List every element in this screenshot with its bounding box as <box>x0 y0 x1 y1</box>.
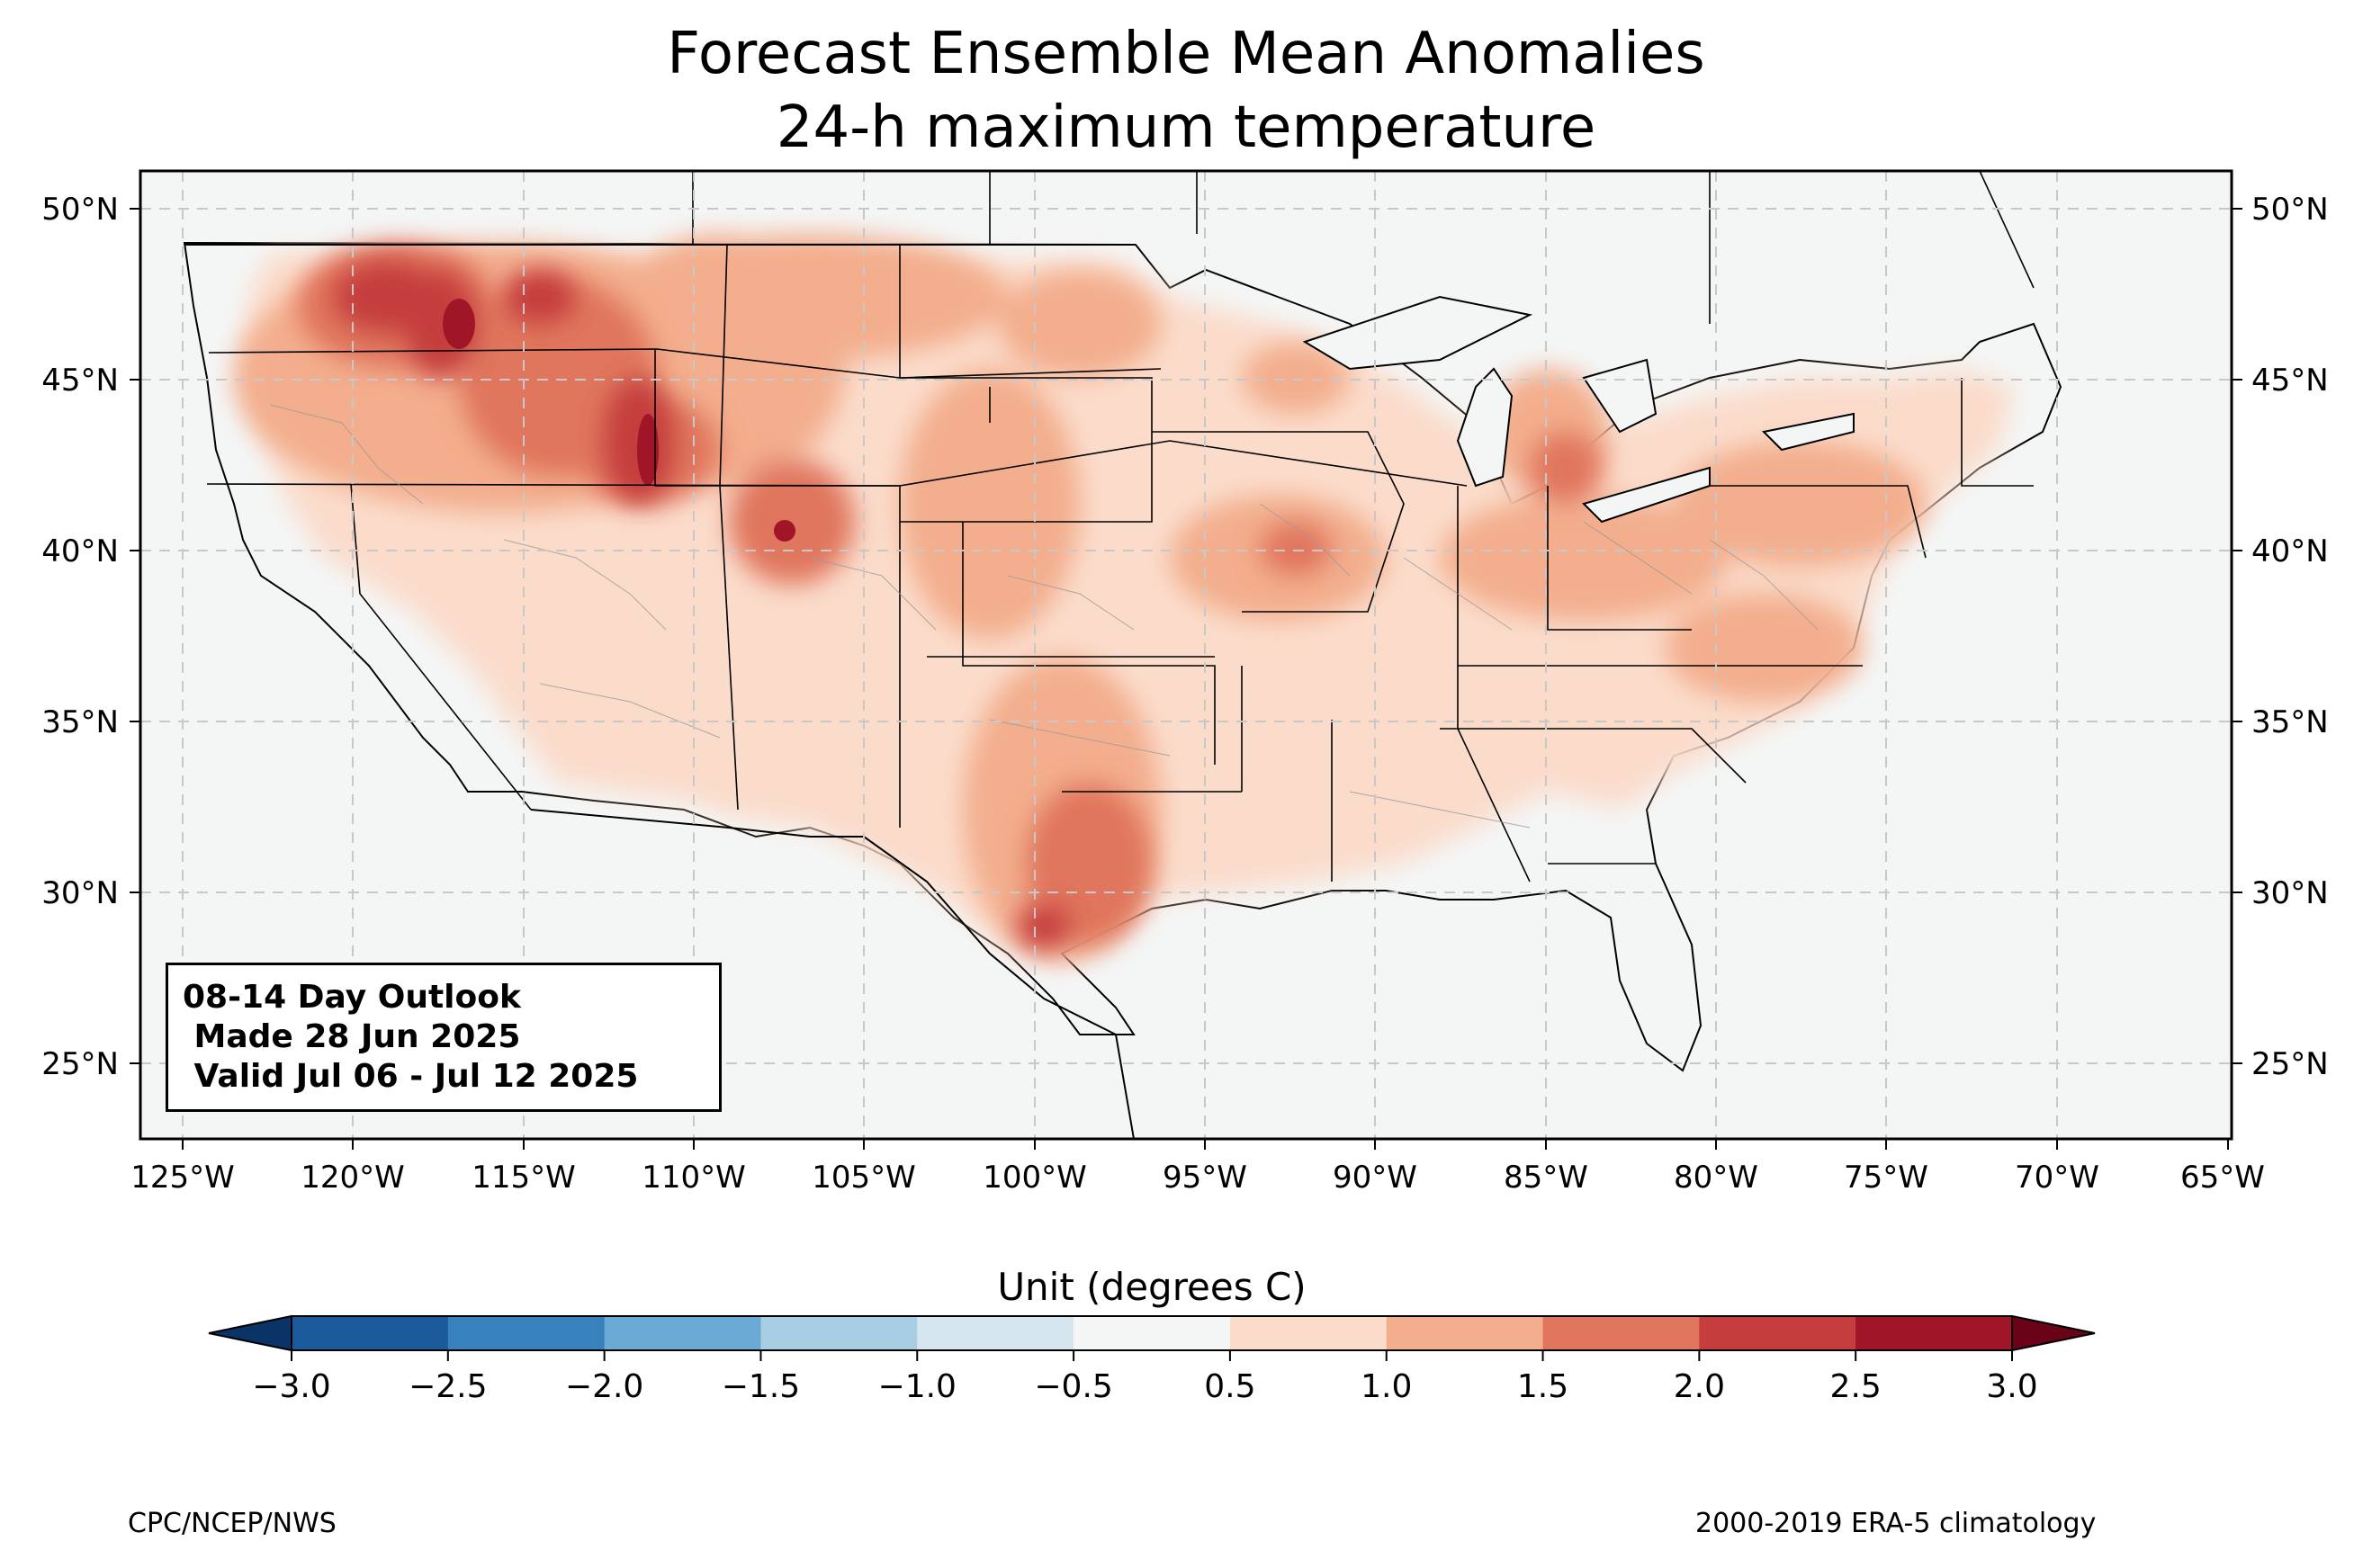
colorbar-over-arrow <box>2011 1314 2096 1352</box>
footer-climatology: 2000-2019 ERA-5 climatology <box>1695 1508 2097 1539</box>
gridlines <box>140 171 2232 1139</box>
colorbar-cell <box>1699 1316 1856 1350</box>
colorbar-tick-label: −2.0 <box>565 1368 643 1405</box>
colorbar-cell <box>1542 1316 1700 1350</box>
colorbar-tick-label: 0.5 <box>1204 1368 1255 1405</box>
lon-label: 100°W <box>983 1160 1087 1196</box>
lat-label: 50°N <box>2251 192 2329 228</box>
lon-label: 75°W <box>1844 1160 1928 1196</box>
colorbar-cell <box>292 1316 449 1350</box>
map-frame <box>139 169 2233 1141</box>
lon-label: 95°W <box>1163 1160 1247 1196</box>
colorbar-cell <box>1074 1316 1231 1350</box>
lat-label: 30°N <box>41 875 119 911</box>
anomaly-2-5-3-0 <box>443 299 795 542</box>
latitude-labels-right: 50°N 45°N 40°N 35°N 30°N 25°N <box>2251 192 2329 1082</box>
lat-label: 35°N <box>2251 704 2329 740</box>
lat-label: 30°N <box>2251 875 2329 911</box>
colorbar-tick-label: 2.5 <box>1830 1368 1882 1405</box>
colorbar-cells <box>292 1316 2013 1350</box>
lat-label: 40°N <box>2251 533 2329 569</box>
longitude-labels: 125°W 120°W 115°W 110°W 105°W 100°W 95°W… <box>130 1160 2265 1196</box>
colorbar-tick-label: 1.5 <box>1517 1368 1568 1405</box>
colorbar-cell <box>760 1316 918 1350</box>
colorbar-tick-label: −1.0 <box>878 1368 957 1405</box>
lon-label: 70°W <box>2015 1160 2099 1196</box>
colorbar-tick-label: −3.0 <box>252 1368 330 1405</box>
lon-label: 115°W <box>472 1160 576 1196</box>
colorbar-tick-label: −0.5 <box>1034 1368 1112 1405</box>
colorbar: −3.0 −2.5 −2.0 −1.5 −1.0 −0.5 0.5 1.0 1.5 2.0 2.5 3… <box>208 1314 2096 1405</box>
lat-label: 50°N <box>41 192 119 228</box>
colorbar-tick-label: 2.0 <box>1674 1368 1725 1405</box>
colorbar-cell <box>917 1316 1074 1350</box>
lon-label: 110°W <box>642 1160 746 1196</box>
latitude-labels-left: 50°N 45°N 40°N 35°N 30°N 25°N <box>41 192 119 1082</box>
colorbar-cell <box>447 1316 606 1350</box>
lon-label: 105°W <box>812 1160 916 1196</box>
colorbar-cell <box>1855 1316 2013 1350</box>
great-lakes <box>1302 295 1855 524</box>
colorbar-under-arrow <box>208 1314 292 1352</box>
lat-label: 25°N <box>2251 1046 2329 1082</box>
colorbar-unit-label: Unit (degrees C) <box>997 1265 1307 1309</box>
chart-subtitle: 24-h maximum temperature <box>776 94 1596 161</box>
colorbar-tick-label: −2.5 <box>409 1368 487 1405</box>
lon-label: 125°W <box>130 1160 235 1196</box>
lat-label: 45°N <box>41 363 119 399</box>
lat-label: 25°N <box>41 1046 119 1082</box>
lon-label: 90°W <box>1333 1160 1417 1196</box>
outlook-line-3: Valid Jul 06 - Jul 12 2025 <box>183 1058 639 1095</box>
lat-label: 40°N <box>41 533 119 569</box>
mexico-border <box>530 809 1135 1139</box>
lon-label: 65°W <box>2180 1160 2265 1196</box>
colorbar-cell <box>1229 1316 1388 1350</box>
lon-label: 80°W <box>1674 1160 1758 1196</box>
outlook-line-1: 08-14 Day Outlook <box>183 979 521 1016</box>
lon-label: 85°W <box>1504 1160 1588 1196</box>
chart-title: Forecast Ensemble Mean Anomalies <box>667 21 1705 87</box>
axis-ticks <box>130 208 2242 1150</box>
lat-label: 35°N <box>41 704 119 740</box>
colorbar-cell <box>604 1316 761 1350</box>
footer-source: CPC/NCEP/NWS <box>128 1508 337 1539</box>
lat-label: 45°N <box>2251 363 2329 399</box>
colorbar-cell <box>1386 1316 1544 1350</box>
colorbar-tick-label: 1.0 <box>1361 1368 1412 1405</box>
outlook-line-2: Made 28 Jun 2025 <box>183 1018 521 1055</box>
outlook-box: 08-14 Day Outlook Made 28 Jun 2025 Valid… <box>166 963 722 1112</box>
colorbar-frame <box>291 1315 2013 1351</box>
colorbar-tick-label: −1.5 <box>722 1368 800 1405</box>
colorbar-tick-label: 3.0 <box>1986 1368 2037 1405</box>
lon-label: 120°W <box>301 1160 405 1196</box>
colorbar-ticks: −3.0 −2.5 −2.0 −1.5 −1.0 −0.5 0.5 1.0 1.5 2.0 2.5 3… <box>252 1350 2038 1405</box>
county-lines <box>269 404 1819 829</box>
